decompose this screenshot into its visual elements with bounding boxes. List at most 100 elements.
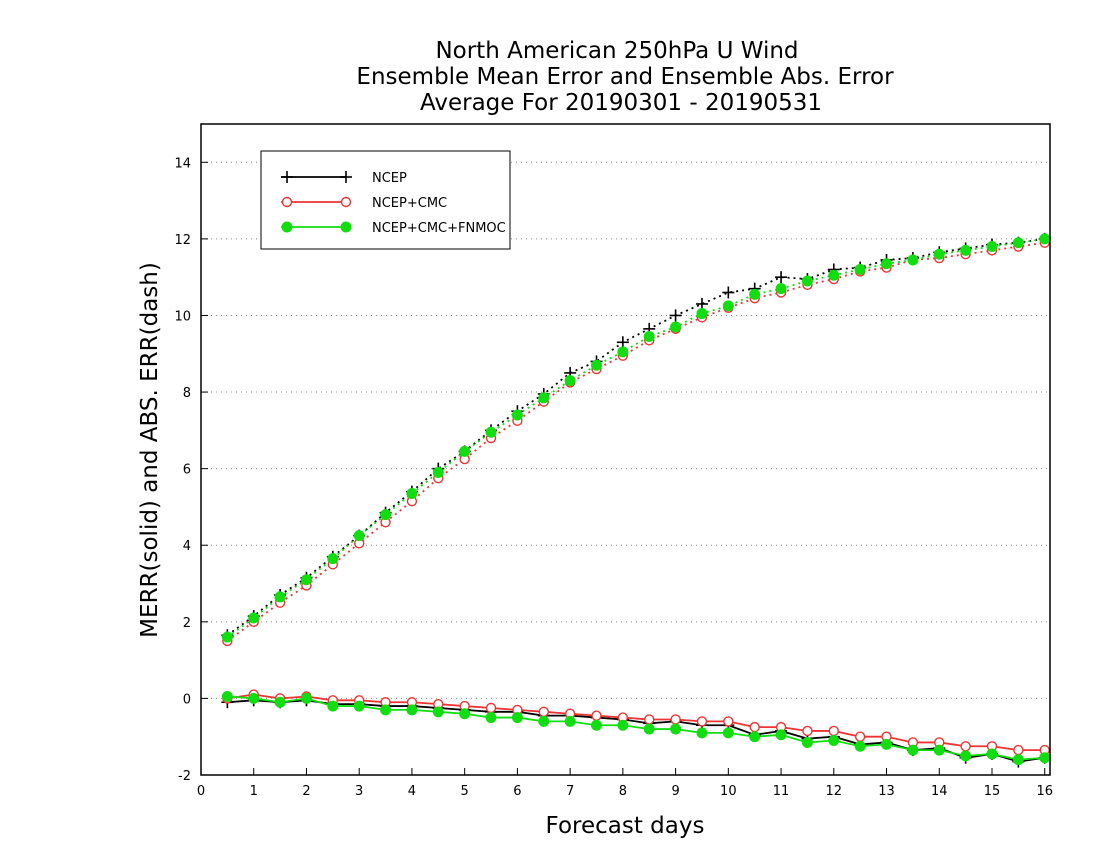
abs-error-point (353, 530, 365, 542)
y-tick-label: 10 (174, 309, 191, 324)
mean-error-point (511, 712, 523, 724)
abs-error-line-ncep (226, 237, 1045, 636)
mean-error-point (432, 706, 444, 718)
legend-marker (340, 171, 352, 183)
abs-error-point (749, 288, 761, 300)
legend-entry: NCEP+CMC (281, 196, 447, 211)
x-tick-label: 10 (720, 784, 737, 799)
mean-error-point (696, 727, 708, 739)
abs-error-point (616, 336, 629, 349)
abs-error-point (670, 321, 682, 333)
mean-error-point (353, 700, 365, 712)
mean-error-line-ncep-cmc (227, 693, 1045, 752)
mean-error-point (828, 725, 839, 737)
mean-error-point (722, 727, 734, 739)
mean-error-point (485, 702, 497, 714)
mean-error-line-ncep-cmc-fnmoc (227, 695, 1045, 761)
chart-title-line-2: Ensemble Mean Error and Ensemble Abs. Er… (356, 64, 894, 90)
legend-label: NCEP+CMC+FNMOC (372, 221, 506, 236)
series-ncep (221, 232, 1051, 768)
abs-error-point (406, 488, 418, 500)
abs-error-point (907, 254, 919, 266)
series-layer (221, 232, 1051, 768)
legend-marker (340, 196, 352, 208)
mean-error-point (1012, 754, 1024, 766)
legend-marker (281, 221, 293, 233)
x-tick-label: 9 (671, 784, 679, 799)
plot-frame (200, 123, 1051, 776)
chart-title-line-1: North American 250hPa U Wind (435, 38, 798, 64)
abs-error-point (775, 283, 787, 295)
mean-error-point (986, 748, 998, 760)
abs-error-point (643, 331, 655, 343)
abs-error-point (432, 466, 444, 478)
mean-error-point (221, 690, 233, 702)
mean-error-point (881, 738, 893, 750)
legend-marker (281, 196, 293, 208)
abs-error-point (248, 612, 260, 624)
mean-error-point (749, 731, 761, 743)
abs-error-point (327, 553, 339, 565)
x-tick-label: 16 (1036, 784, 1053, 799)
legend-entry: NCEP (281, 171, 407, 186)
mean-error-point (801, 736, 813, 748)
abs-error-point (854, 264, 866, 276)
y-tick-label: -2 (178, 769, 191, 784)
abs-error-point (485, 426, 497, 438)
x-axis-ticks: 0 1 2 3 4 5 6 7 8 9 10 11 12 13 14 15 16 (197, 768, 1053, 799)
x-tick-label: 5 (461, 784, 469, 799)
y-tick-label: 8 (183, 386, 191, 401)
abs-error-point (511, 409, 523, 421)
abs-error-point (828, 269, 840, 281)
mean-error-point (327, 700, 339, 712)
mean-error-point (828, 735, 840, 747)
x-tick-label: 4 (408, 784, 416, 799)
mean-error-point (854, 740, 866, 752)
y-tick-label: 6 (183, 463, 191, 478)
mean-error-point (538, 715, 550, 727)
mean-error-point (960, 750, 972, 762)
abs-error-point (696, 308, 708, 320)
chart-title-group: North American 250hPa U Wind Ensemble Me… (356, 38, 894, 116)
legend-marker (281, 171, 293, 183)
mean-error-point (802, 725, 813, 737)
x-tick-label: 12 (826, 784, 843, 799)
mean-error-point (960, 741, 971, 752)
mean-error-point (775, 729, 787, 741)
x-axis-label: Forecast days (546, 813, 705, 839)
mean-error-point (696, 716, 708, 727)
grid-lines (201, 161, 1050, 776)
y-tick-label: 12 (174, 233, 191, 248)
x-tick-label: 15 (984, 784, 1001, 799)
x-tick-label: 0 (197, 784, 205, 799)
chart-title-line-3: Average For 20190301 - 20190531 (420, 90, 822, 116)
mean-error-point (670, 723, 682, 735)
mean-error-point (643, 723, 655, 735)
mean-error-point (1013, 744, 1024, 756)
mean-error-point (300, 692, 312, 704)
series-ncep-cmc-fnmoc (221, 233, 1051, 766)
abs-error-point (274, 591, 286, 603)
legend-label: NCEP (372, 171, 407, 186)
x-tick-label: 11 (773, 784, 790, 799)
mean-error-point (1039, 752, 1051, 764)
y-tick-label: 2 (183, 616, 191, 631)
abs-error-point (590, 359, 602, 371)
abs-error-point (459, 445, 471, 457)
abs-error-point (1039, 233, 1051, 245)
mean-error-point (644, 714, 655, 725)
abs-error-line-ncep-cmc (226, 241, 1045, 642)
x-tick-label: 2 (302, 784, 310, 799)
mean-error-point (670, 714, 681, 725)
mean-error-point (406, 704, 418, 716)
legend-marker (340, 221, 352, 233)
abs-error-line-ncep-cmc-fnmoc (226, 237, 1045, 638)
x-tick-label: 13 (878, 784, 895, 799)
mean-error-point (933, 744, 945, 756)
mean-error-point (485, 712, 497, 724)
y-axis-ticks: -2 0 2 4 6 8 10 12 14 (174, 156, 208, 784)
mean-error-point (723, 716, 734, 727)
abs-error-point (722, 286, 735, 299)
mean-error-point (591, 710, 602, 721)
